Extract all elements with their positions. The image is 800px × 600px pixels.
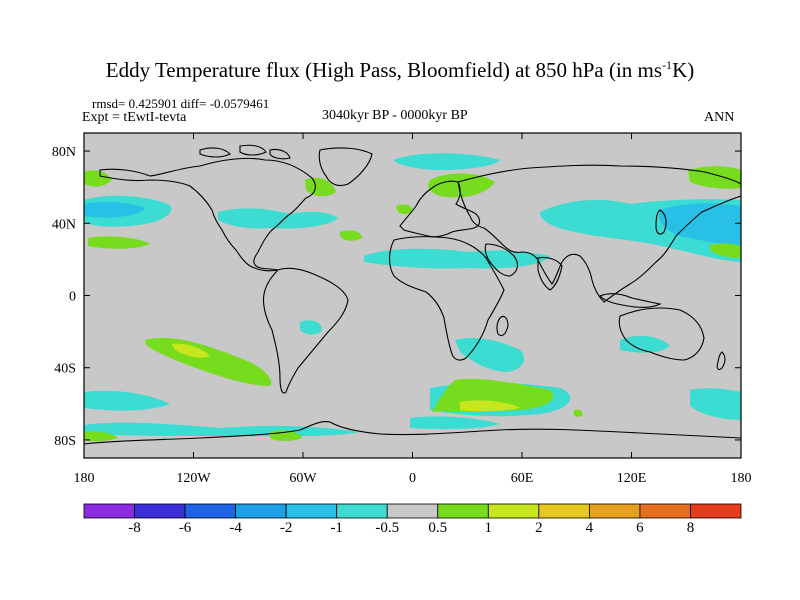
patch-south-pacific-band-core: [172, 343, 210, 358]
coast-madagascar: [496, 315, 509, 337]
patch-north-atlantic: [393, 153, 500, 170]
patch-atlantic-green: [340, 230, 362, 241]
patch-north-pacific-green: [88, 236, 150, 249]
patch-pacific-green: [710, 243, 741, 258]
colorbar-label: 4: [585, 520, 594, 536]
lon-tick-label: 120W: [176, 471, 211, 486]
coast-japan: [655, 209, 667, 235]
colorbar-label: 6: [636, 520, 644, 536]
stats-label: rmsd= 0.425901 diff= -0.0579461: [92, 96, 270, 111]
colorbar-label: 0.5: [428, 520, 448, 536]
patch-south-pacific-west: [84, 390, 170, 411]
colorbar-label: -4: [229, 520, 242, 536]
patch-south-pacific-east: [690, 388, 741, 420]
longitude-axis: 180 120W 60W 0 60E 120E 180: [74, 133, 752, 486]
lon-tick-label: 180: [731, 471, 752, 486]
colorbar-swatch: [538, 503, 590, 519]
patch-north-pacific-west-core: [84, 201, 145, 218]
patch-east-atlantic: [573, 409, 583, 417]
patch-south-africa: [455, 338, 525, 372]
lon-tick-label: 0: [409, 471, 416, 486]
coastlines: [84, 144, 741, 445]
coast-india: [537, 256, 563, 291]
patch-southern-ocean-core: [460, 400, 520, 412]
patch-north-pacific-east-core: [658, 203, 741, 245]
period-label: 3040kyr BP - 0000kyr BP: [322, 108, 468, 123]
latitude-axis: 80N 40N 0 40S 80S: [52, 145, 741, 449]
lon-tick-label: 180: [74, 471, 95, 486]
colorbar-label: 2: [535, 520, 543, 536]
coast-africa: [388, 236, 505, 361]
coast-greenland: [318, 147, 373, 187]
colorbar-label: 8: [686, 520, 695, 536]
season-label: ANN: [704, 110, 735, 125]
lat-tick-label: 80N: [52, 145, 76, 160]
patch-alaska: [84, 170, 112, 187]
lat-tick-label: 40S: [54, 362, 76, 377]
coast-south-america: [262, 267, 349, 394]
map-background: [84, 133, 741, 458]
colorbar-swatch: [83, 503, 135, 519]
coast-indonesia: [599, 293, 662, 308]
patch-sub-antarctic: [410, 416, 500, 430]
patch-scandinavia: [428, 173, 495, 198]
colorbar-swatch: [184, 503, 237, 519]
colorbar-swatch: [285, 503, 338, 519]
colorbar-label: -2: [279, 520, 293, 536]
colorbar-label: -1: [330, 520, 343, 536]
colorbar-swatch: [588, 503, 641, 519]
coast-antarctica: [84, 421, 741, 445]
coast-arctic-islands: [199, 144, 291, 160]
lat-tick-label: 80S: [54, 434, 76, 449]
colorbar-swatch: [487, 503, 540, 519]
colorbar-label: -6: [178, 520, 192, 536]
lon-tick-label: 60W: [289, 471, 317, 486]
coast-australia: [618, 307, 705, 361]
colorbar-swatch: [386, 503, 439, 519]
patch-greenland: [305, 177, 336, 197]
figure-title: Eddy Temperature flux (High Pass, Bloomf…: [105, 58, 695, 82]
colorbar-swatch: [639, 503, 691, 519]
colorbar-label: -0.5: [375, 520, 400, 536]
map-panel: 80N 40N 0 40S 80S 180 120W 60W 0 60E 120E 180: [52, 132, 752, 486]
patch-north-america: [218, 208, 338, 229]
patch-iceland: [396, 204, 413, 214]
anomaly-patches: [84, 153, 741, 442]
colorbar-swatch: [437, 503, 489, 519]
lon-tick-label: 120E: [617, 471, 647, 486]
colorbar-swatch: [134, 503, 186, 519]
lon-tick-label: 60E: [511, 471, 534, 486]
coast-new-zealand: [716, 351, 726, 371]
colorbar-label: 1: [484, 520, 493, 536]
patch-tasman: [620, 335, 670, 353]
lat-tick-label: 40N: [52, 217, 76, 232]
colorbar-swatch: [690, 503, 742, 519]
colorbar: [83, 503, 742, 519]
colorbar-swatch: [235, 503, 287, 519]
colorbar-label: -8: [128, 520, 141, 536]
coast-north-america: [99, 157, 316, 272]
patch-antarctic-green: [84, 431, 118, 442]
coast-arabia: [484, 243, 519, 277]
colorbar-swatch: [336, 503, 388, 519]
patch-south-pacific-mid: [300, 320, 322, 335]
patch-europe-asia: [364, 248, 550, 269]
coast-asia: [457, 164, 741, 303]
lat-tick-label: 0: [69, 290, 76, 305]
experiment-label: Expt = tEwtI-tevta: [82, 110, 187, 125]
